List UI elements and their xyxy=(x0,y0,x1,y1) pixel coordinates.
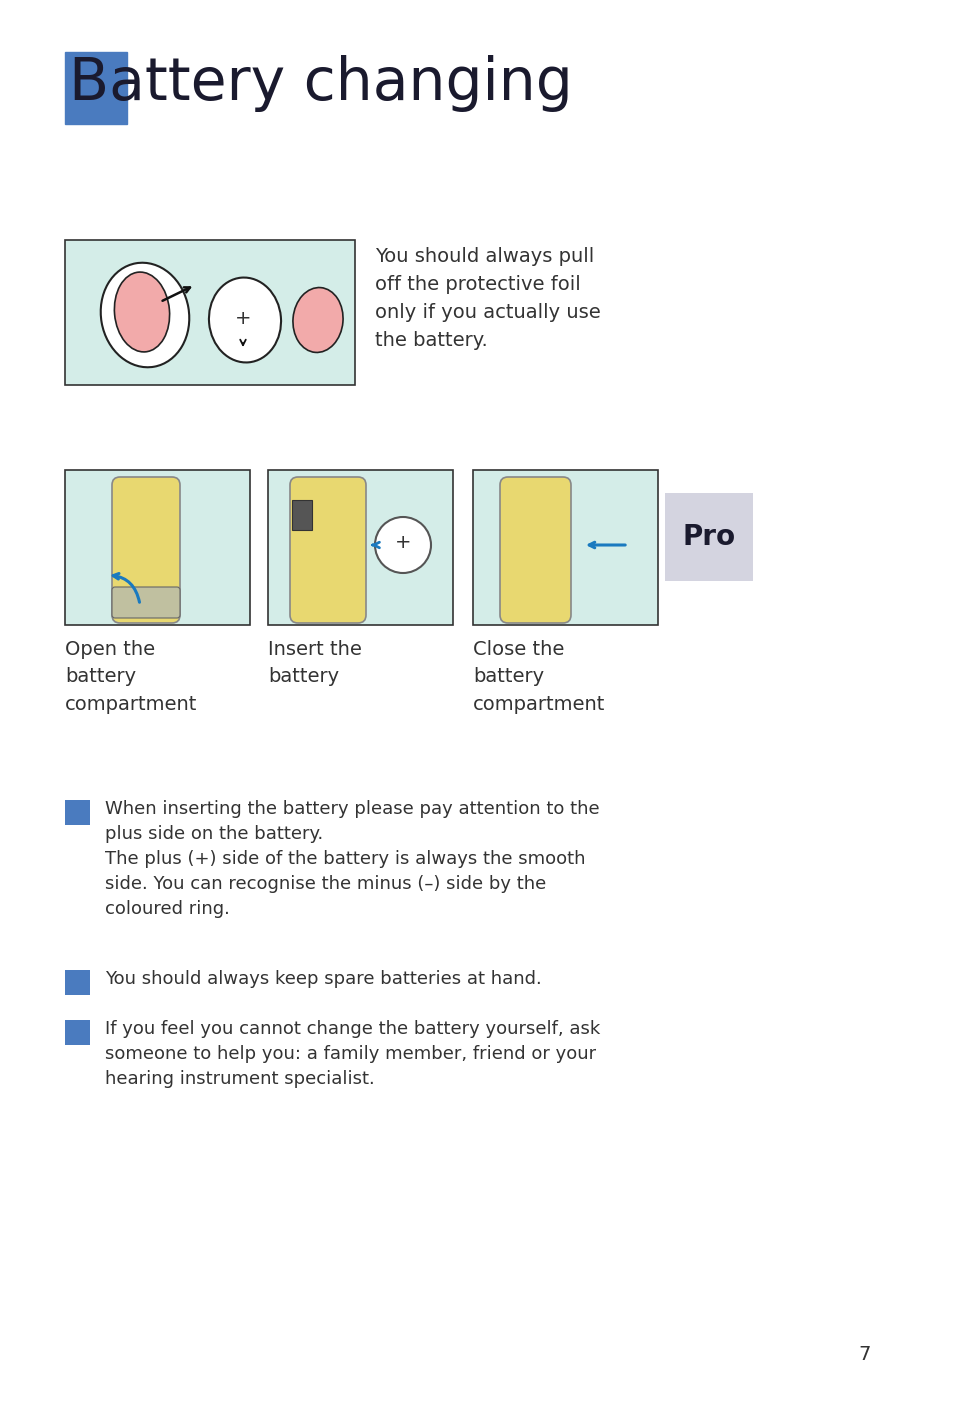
Bar xyxy=(65,969,90,995)
Bar xyxy=(268,471,453,625)
Text: Close the
battery
compartment: Close the battery compartment xyxy=(473,641,605,714)
Text: If you feel you cannot change the battery yourself, ask
someone to help you: a f: If you feel you cannot change the batter… xyxy=(105,1020,599,1087)
Text: Insert the
battery: Insert the battery xyxy=(268,641,361,686)
Ellipse shape xyxy=(101,263,189,367)
Text: You should always keep spare batteries at hand.: You should always keep spare batteries a… xyxy=(105,969,541,988)
Bar xyxy=(65,1020,90,1045)
Text: You should always pull
off the protective foil
only if you actually use
the batt: You should always pull off the protectiv… xyxy=(375,247,600,350)
FancyBboxPatch shape xyxy=(112,587,180,618)
Bar xyxy=(473,471,658,625)
Text: When inserting the battery please pay attention to the
plus side on the battery.: When inserting the battery please pay at… xyxy=(105,799,599,917)
Text: Open the
battery
compartment: Open the battery compartment xyxy=(65,641,197,714)
FancyBboxPatch shape xyxy=(499,478,571,622)
FancyBboxPatch shape xyxy=(290,478,366,622)
Text: Pro: Pro xyxy=(681,523,735,551)
Circle shape xyxy=(375,517,431,573)
Ellipse shape xyxy=(209,278,281,362)
Bar xyxy=(65,471,250,625)
Text: +: + xyxy=(395,534,411,552)
Bar xyxy=(292,500,312,530)
Text: 7: 7 xyxy=(858,1346,870,1364)
Ellipse shape xyxy=(114,273,170,351)
Bar xyxy=(65,240,355,385)
Bar xyxy=(65,799,90,825)
Bar xyxy=(664,493,752,582)
Text: +: + xyxy=(234,309,251,329)
Text: Battery changing: Battery changing xyxy=(69,55,572,112)
Bar xyxy=(65,52,127,124)
FancyBboxPatch shape xyxy=(112,478,180,622)
Ellipse shape xyxy=(293,288,343,353)
